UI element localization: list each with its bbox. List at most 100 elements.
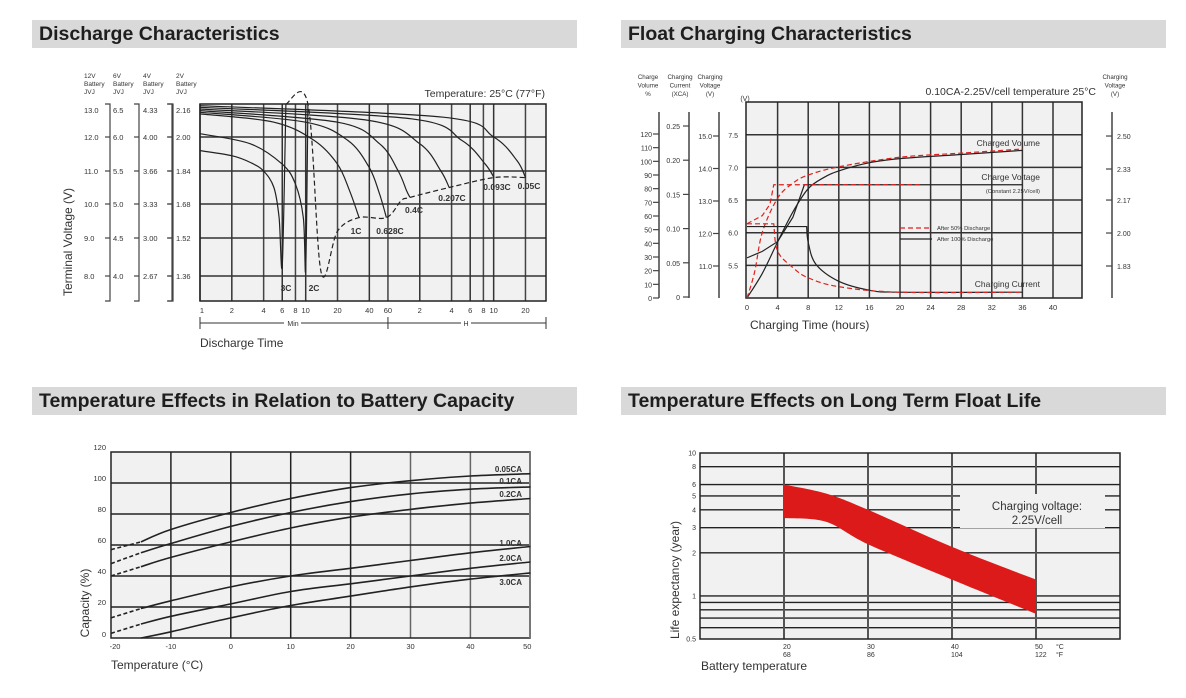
plot-border — [745, 101, 1083, 299]
x-tick-label: -20 — [110, 642, 121, 651]
charging-voltage-annotation: Charging voltage: — [992, 501, 1082, 513]
label-charge-voltage-note: (Constant 2.25V/cell) — [986, 189, 1040, 195]
y-tick-label: 0 — [102, 630, 106, 639]
y-tick-label: 40 — [98, 567, 106, 576]
y-axis-header: Voltage — [1105, 83, 1126, 90]
y-axis-header: (XCA) — [672, 91, 689, 98]
y-axis-header: (V) — [1111, 91, 1119, 98]
y-axis-header: Charging — [697, 74, 723, 81]
x-tick-label-celsius: 20 — [783, 644, 791, 651]
x-tick-label-celsius: 30 — [867, 644, 875, 651]
y-axis-header: Current — [670, 83, 691, 90]
y-tick-label: 60 — [644, 214, 652, 221]
discharge-curve-0.628C — [199, 111, 387, 218]
y-tick-label: 10.0 — [84, 200, 99, 209]
y-tick-label: 2.16 — [176, 106, 191, 115]
temperature-annotation: Temperature: 25°C (77°F) — [425, 88, 545, 100]
curve-label: 0.05C — [518, 181, 541, 191]
discharge-curve-2C — [199, 103, 309, 273]
y-axis-header: 2V — [176, 73, 185, 80]
x-tick-label: 32 — [988, 303, 996, 312]
y-tick-label: 5.5 — [728, 263, 738, 270]
plot-border — [699, 452, 1121, 640]
capacity-curve-dashed-0.1CA — [110, 551, 142, 565]
x-tick-label: 10 — [287, 642, 295, 651]
y-tick-label: 2.00 — [176, 133, 191, 142]
y-tick-label: 3.33 — [143, 200, 158, 209]
y-tick-label: 1.36 — [176, 272, 191, 281]
y-axis-header: 6V — [113, 73, 122, 80]
y-tick-label: 11.0 — [84, 167, 98, 176]
y-axis-header: Charge — [638, 74, 659, 81]
y-tick-label: 12.0 — [698, 232, 712, 239]
x-tick-label-celsius: 50 — [1035, 644, 1043, 651]
curve-label: 0.2CA — [499, 490, 522, 499]
capacity-curve-0.05CA — [140, 472, 531, 543]
curve-label: 3.0CA — [499, 578, 522, 587]
y-tick-label: 1.52 — [176, 234, 191, 243]
y-tick-label: 4.5 — [113, 234, 123, 243]
y-axis-header: Battery — [176, 81, 197, 88]
x-tick-label: 10 — [489, 306, 497, 315]
y-tick-label: 10 — [644, 282, 652, 289]
x-tick-label-fahrenheit: 86 — [867, 652, 875, 659]
float-charging-chart: 0 4 8 12 16 20 24 28 32 36 40 Charging Time (hours)… — [638, 74, 1131, 332]
y-axis-header: (V) — [706, 91, 714, 98]
y-tick-label: 0.25 — [666, 124, 680, 131]
y-tick-label: 1.84 — [176, 167, 191, 176]
label-charging-current: Charging Current — [975, 279, 1041, 289]
x-tick-label: 30 — [406, 642, 414, 651]
section-header-discharge: Discharge Characteristics — [32, 20, 577, 48]
y-tick-label: 8.0 — [84, 272, 94, 281]
y-axis-header: % — [645, 91, 651, 98]
discharge-curve-0.4C — [199, 110, 411, 198]
y-axis-header: Voltage — [700, 83, 721, 90]
x-tick-label: 36 — [1018, 303, 1026, 312]
x-tick-label: 20 — [521, 306, 529, 315]
y-axis-header: Battery — [113, 81, 134, 88]
y-tick-label: 1.68 — [176, 200, 191, 209]
y-tick-label: 13.0 — [698, 199, 712, 206]
y-axis-header: JVJ — [113, 89, 124, 96]
y-axis-header: 12V — [84, 73, 96, 80]
y-tick-label: 70 — [644, 200, 652, 207]
y-tick-label: 0 — [648, 296, 652, 303]
y-tick-label: 2.17 — [1117, 198, 1131, 205]
y-axis-charging-voltage-cell: 1.83 2.00 2.17 2.33 2.50 Charging Voltage(V) — [1102, 74, 1131, 298]
x-tick-label-celsius: 40 — [951, 644, 959, 651]
y-tick-label: 1.83 — [1117, 264, 1131, 271]
y-tick-label: 5 — [692, 493, 696, 500]
label-bg — [461, 318, 471, 328]
capacity-chart: -20 -10 0 10 20 30 40 50 0 20 40 60 80 100 120 Capacity… — [78, 443, 531, 672]
life-expectancy-band — [784, 484, 1036, 614]
x-tick-label-fahrenheit: 68 — [783, 652, 791, 659]
capacity-curve-3.0CA — [140, 572, 531, 639]
y-tick-label: 9.0 — [84, 234, 94, 243]
x-tick-label: 20 — [333, 306, 341, 315]
y-tick-label: 0.10 — [666, 227, 680, 234]
y-tick-label: 50 — [644, 228, 652, 235]
legend: After 50% Discharge After 100% Discharge — [900, 226, 993, 243]
y-axis-title: Capacity (%) — [78, 569, 92, 638]
y-tick-label: 3.00 — [143, 234, 158, 243]
capacity-curve-0.2CA — [140, 497, 531, 568]
y-axis-header: JVJ — [143, 89, 154, 96]
x-tick-label: 8 — [293, 306, 297, 315]
y-tick-label: 60 — [98, 536, 106, 545]
y-tick-label: 10 — [688, 450, 696, 457]
y-axis-title: Life expectancy (year) — [668, 521, 682, 639]
y-axis-header: Battery — [84, 81, 105, 88]
y-tick-label: 6.0 — [113, 133, 123, 142]
y-axis-bracket — [105, 103, 111, 302]
y-axis-charging-current: 0 0.05 0.10 0.15 0.20 0.25 Charging Current(XCA… — [666, 74, 693, 302]
y-tick-label: 2.67 — [143, 272, 158, 281]
curve-label: 3C — [281, 283, 292, 293]
y-tick-label: 2.50 — [1117, 134, 1131, 141]
range-label-hours: H — [463, 321, 468, 328]
y-tick-label: 5.0 — [113, 200, 123, 209]
y-tick-label: 6.0 — [728, 231, 738, 238]
capacity-curve-dashed-0.2CA — [110, 565, 142, 577]
y-axis-header: Battery — [143, 81, 164, 88]
